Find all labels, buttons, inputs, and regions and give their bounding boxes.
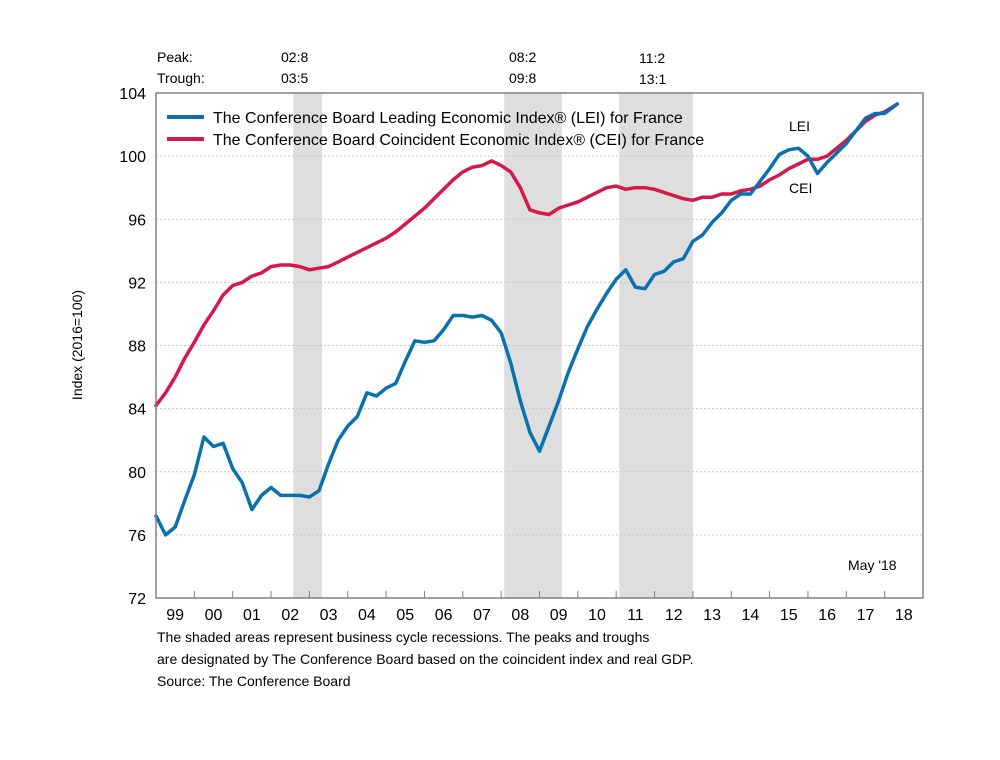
cei-line bbox=[154, 102, 900, 408]
trough-date: 13:1 bbox=[639, 71, 666, 87]
y-tick-label: 96 bbox=[128, 212, 146, 229]
x-tick-label: 17 bbox=[857, 607, 875, 624]
x-tick-label: 03 bbox=[320, 607, 338, 624]
legend-label-cei: The Conference Board Coincident Economic… bbox=[213, 132, 704, 149]
y-tick-label: 84 bbox=[128, 402, 146, 419]
annotation-cei: CEI bbox=[789, 180, 812, 196]
x-tick-label: 10 bbox=[588, 607, 606, 624]
x-tick-label: 01 bbox=[243, 607, 261, 624]
trough-label: Trough: bbox=[157, 70, 205, 86]
x-tick-label: 09 bbox=[550, 607, 568, 624]
x-tick-label: 18 bbox=[895, 607, 913, 624]
x-tick-label: 07 bbox=[473, 607, 491, 624]
y-tick-label: 92 bbox=[128, 275, 146, 292]
x-tick-label: 04 bbox=[358, 607, 376, 624]
x-tick-label: 14 bbox=[742, 607, 760, 624]
trough-date: 03:5 bbox=[281, 70, 308, 86]
annotation-lei: LEI bbox=[789, 118, 810, 134]
x-tick-label: 06 bbox=[435, 607, 453, 624]
x-tick-label: 00 bbox=[205, 607, 223, 624]
x-axis: 99 00 01 02 03 04 05 06 07 08 09 10 11 12 13 14 15 16 17 18 bbox=[166, 591, 913, 624]
peak-date: 02:8 bbox=[281, 49, 308, 65]
y-tick-label: 100 bbox=[119, 149, 146, 166]
x-tick-label: 13 bbox=[703, 607, 721, 624]
annotation-date: May '18 bbox=[848, 557, 897, 573]
footnote-line: The shaded areas represent business cycl… bbox=[157, 629, 649, 645]
footnote: The shaded areas represent business cycl… bbox=[157, 629, 694, 689]
peak-label: Peak: bbox=[157, 49, 193, 65]
y-axis-label: Index (2016=100) bbox=[69, 290, 85, 400]
x-tick-label: 11 bbox=[627, 607, 644, 624]
x-tick-label: 05 bbox=[396, 607, 414, 624]
y-tick-label: 80 bbox=[128, 465, 146, 482]
y-axis: 72 76 80 84 88 92 96 100 104 bbox=[119, 86, 146, 608]
x-tick-label: 15 bbox=[780, 607, 798, 624]
cycle-header: Peak: Trough: 02:8 08:2 11:2 03:5 09:8 1… bbox=[157, 49, 666, 87]
trough-date: 09:8 bbox=[509, 70, 536, 86]
series-lines bbox=[154, 102, 900, 537]
x-tick-label: 08 bbox=[511, 607, 529, 624]
lei-line bbox=[154, 102, 900, 537]
y-tick-label: 88 bbox=[128, 339, 146, 356]
footnote-line: are designated by The Conference Board b… bbox=[157, 651, 694, 667]
x-tick-label: 99 bbox=[166, 607, 184, 624]
x-tick-label: 12 bbox=[665, 607, 683, 624]
y-tick-label: 72 bbox=[128, 591, 146, 608]
footnote-source: Source: The Conference Board bbox=[157, 673, 351, 689]
x-tick-label: 16 bbox=[818, 607, 836, 624]
peak-date: 11:2 bbox=[639, 50, 665, 66]
peak-date: 08:2 bbox=[509, 49, 536, 65]
x-tick-label: 02 bbox=[281, 607, 299, 624]
legend: The Conference Board Leading Economic In… bbox=[167, 110, 704, 149]
y-tick-label: 104 bbox=[119, 86, 146, 103]
y-tick-label: 76 bbox=[128, 528, 146, 545]
legend-label-lei: The Conference Board Leading Economic In… bbox=[213, 110, 683, 127]
